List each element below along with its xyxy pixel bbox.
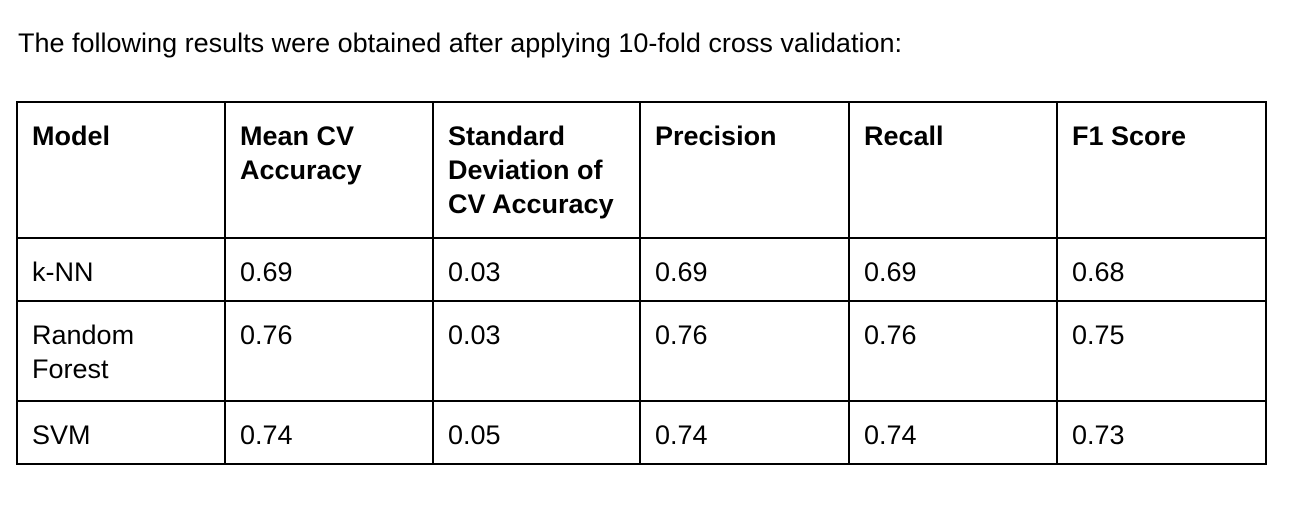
header-model: Model bbox=[16, 101, 226, 239]
table-header: Model Mean CV Accuracy Standard Deviatio… bbox=[16, 101, 1267, 239]
cell-precision: 0.74 bbox=[639, 400, 850, 465]
header-std-cv-accuracy: Standard Deviation of CV Accuracy bbox=[432, 101, 641, 239]
cell-std-cv-accuracy: 0.03 bbox=[432, 237, 641, 302]
cell-recall: 0.69 bbox=[848, 237, 1058, 302]
header-label: Model bbox=[32, 121, 110, 151]
cell-precision: 0.76 bbox=[639, 300, 850, 402]
header-label: F1 Score bbox=[1072, 121, 1187, 151]
table-row: SVM 0.74 0.05 0.74 0.74 0.73 bbox=[16, 400, 1267, 465]
header-recall: Recall bbox=[848, 101, 1058, 239]
cell-mean-cv-accuracy: 0.74 bbox=[224, 400, 434, 465]
cell-f1-score: 0.75 bbox=[1056, 300, 1267, 402]
cell-model: SVM bbox=[16, 400, 226, 465]
header-label: Standard Deviation of CV Accuracy bbox=[448, 121, 614, 219]
table-body: k-NN 0.69 0.03 0.69 0.69 0.68 Random For… bbox=[16, 237, 1267, 465]
header-row: Model Mean CV Accuracy Standard Deviatio… bbox=[16, 101, 1267, 239]
intro-text: The following results were obtained afte… bbox=[18, 28, 902, 58]
header-label: Mean CV Accuracy bbox=[240, 121, 362, 185]
cell-mean-cv-accuracy: 0.69 bbox=[224, 237, 434, 302]
cell-model: Random Forest bbox=[16, 300, 226, 402]
cell-mean-cv-accuracy: 0.76 bbox=[224, 300, 434, 402]
cell-std-cv-accuracy: 0.03 bbox=[432, 300, 641, 402]
cell-recall: 0.76 bbox=[848, 300, 1058, 402]
table-row: Random Forest 0.76 0.03 0.76 0.76 0.75 bbox=[16, 300, 1267, 402]
cell-f1-score: 0.68 bbox=[1056, 237, 1267, 302]
cell-recall: 0.74 bbox=[848, 400, 1058, 465]
header-label: Recall bbox=[864, 121, 944, 151]
cell-std-cv-accuracy: 0.05 bbox=[432, 400, 641, 465]
results-table: Model Mean CV Accuracy Standard Deviatio… bbox=[16, 101, 1267, 465]
header-mean-cv-accuracy: Mean CV Accuracy bbox=[224, 101, 434, 239]
header-precision: Precision bbox=[639, 101, 850, 239]
header-f1-score: F1 Score bbox=[1056, 101, 1267, 239]
table-row: k-NN 0.69 0.03 0.69 0.69 0.68 bbox=[16, 237, 1267, 302]
header-label: Precision bbox=[655, 121, 777, 151]
cell-model: k-NN bbox=[16, 237, 226, 302]
cell-f1-score: 0.73 bbox=[1056, 400, 1267, 465]
cell-precision: 0.69 bbox=[639, 237, 850, 302]
